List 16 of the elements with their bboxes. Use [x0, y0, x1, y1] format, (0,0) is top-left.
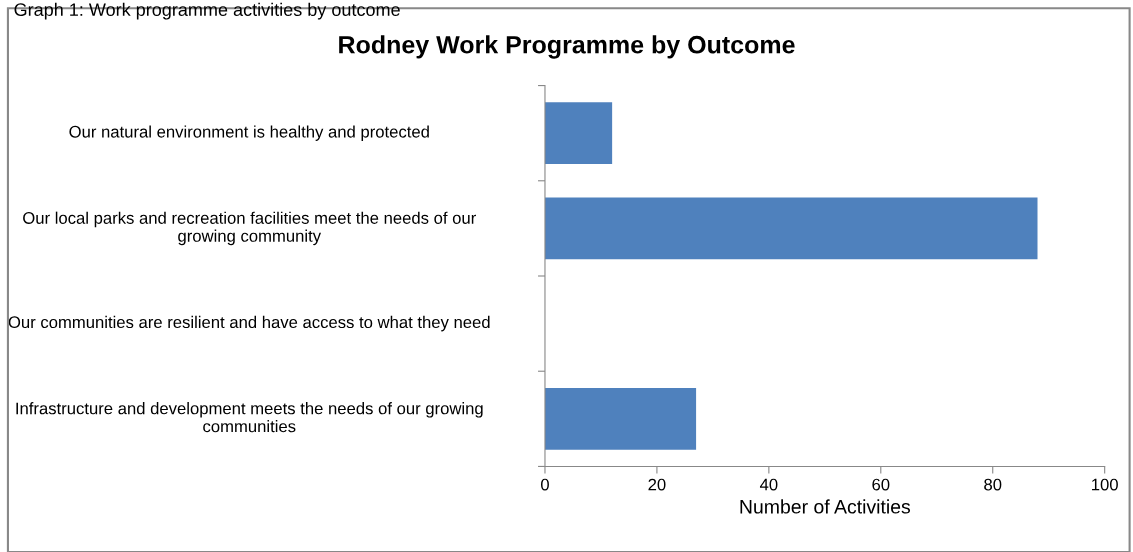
- x-tick-label: 60: [872, 478, 890, 491]
- bar: [544, 387, 697, 450]
- y-tick-label: Infrastructure and development meets the needs of our growing communities: [16, 402, 483, 433]
- y-tick-label: Our local parks and recreation facilities meet the needs of our growing community: [23, 211, 476, 246]
- caption: Graph 1: Work programme activities by outcome: [14, 2, 400, 20]
- x-tick-label: 100: [1092, 478, 1118, 491]
- x-tick-label: 20: [648, 478, 666, 491]
- bar: [544, 197, 1038, 260]
- x-tick-label: 40: [759, 478, 778, 491]
- x-tick-label: 0: [540, 478, 549, 491]
- x-axis-title: Number of Activities: [740, 499, 911, 514]
- bar: [544, 102, 613, 165]
- y-tick-label: Our communities are resilient and have access to what they need: [8, 315, 490, 332]
- chart-title: Rodney Work Programme by Outcome: [339, 35, 795, 59]
- y-tick-label: Our natural environment is healthy and protected: [69, 125, 429, 141]
- x-tick-label: 80: [984, 478, 1002, 491]
